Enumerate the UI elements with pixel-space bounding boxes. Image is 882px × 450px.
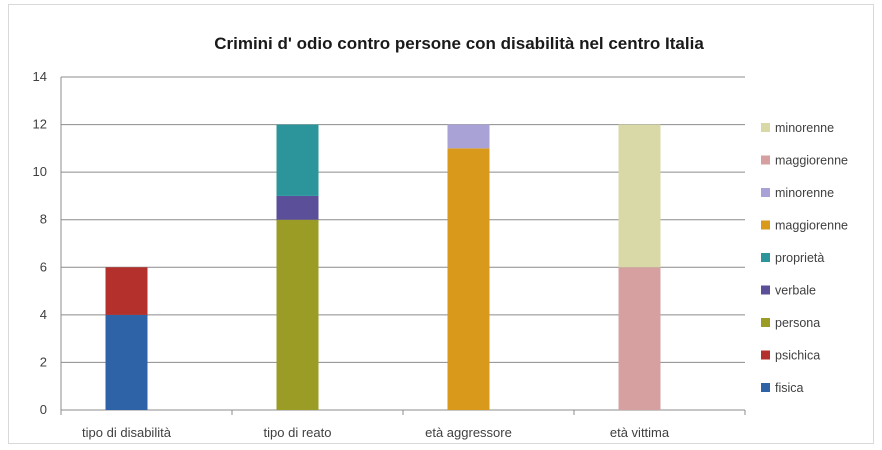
bar-segment [276,124,319,196]
legend-label: maggiorenne [775,219,848,233]
bar-segment [447,124,490,149]
legend-label: persona [775,316,820,330]
legend-swatch [761,253,770,262]
legend-swatch [761,220,770,230]
legend-swatch [761,155,770,165]
bar-segment [105,267,148,315]
y-tick-label: 14 [33,69,47,84]
legend-label: proprietà [775,251,824,265]
legend-swatch [761,318,770,327]
grid-layer [61,76,745,411]
y-tick-label: 12 [33,117,47,132]
x-category-label: età aggressore [425,425,512,440]
y-tick-label: 4 [40,307,47,322]
bar-segment [105,314,148,410]
axis-layer: 0 2 4 6 8 10 12 14 tipo di disabilità tipo di rea… [33,69,746,440]
bars-layer [105,124,661,410]
x-category-label: tipo di reato [264,425,332,440]
bar-segment [447,148,490,410]
legend-swatch [761,383,770,392]
bar-segment [276,219,319,410]
x-category-label: tipo di disabilità [82,425,172,440]
y-tick-label: 2 [40,354,47,369]
legend-label: psichica [775,349,820,363]
bar-segment [276,195,319,220]
bar-segment [618,267,661,410]
legend-swatch [761,285,770,295]
chart-svg: Crimini d' odio contro persone con disab… [33,34,848,440]
y-tick-label: 0 [40,402,47,417]
legend-swatch [761,188,770,197]
legend-label: fisica [775,381,804,395]
legend-swatch [761,350,770,360]
bar-segment [618,124,661,268]
legend-swatch [761,123,770,132]
legend-label: minorenne [775,121,834,135]
chart-title: Crimini d' odio contro persone con disab… [214,34,704,53]
chart-frame: Crimini d' odio contro persone con disab… [8,4,874,444]
legend-layer: minorenne maggiorenne minorenne maggiorenne… [761,121,848,395]
legend-label: maggiorenne [775,154,848,168]
y-tick-label: 10 [33,164,47,179]
legend-label: minorenne [775,186,834,200]
legend-label: verbale [775,284,816,298]
y-tick-label: 6 [40,259,47,274]
y-tick-label: 8 [40,212,47,227]
x-category-label: età vittima [610,425,670,440]
